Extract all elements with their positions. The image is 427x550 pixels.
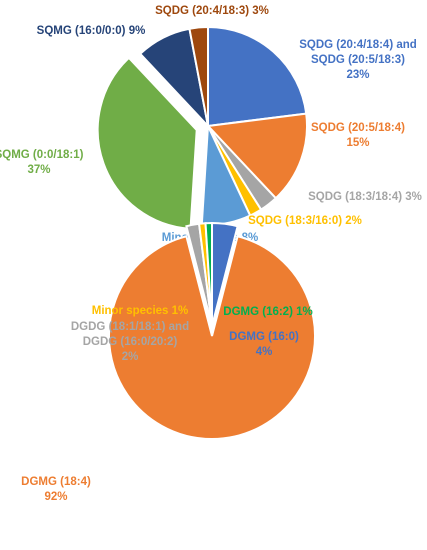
slice-label-line: Minor species 1%: [92, 305, 189, 317]
slice-label-line: DGMG (18:4): [21, 476, 91, 488]
slice-label-line: SQMG (0:0/18:1): [0, 149, 84, 161]
slice-label-sqdg-18-3-16-0-2: SQDG (18:3/16:0) 2%: [248, 215, 362, 227]
slice-label-sqdg-18-3-18-4-3: SQDG (18:3/18:4) 3%: [308, 191, 422, 203]
slice-label-line: SQDG (20:5/18:4): [311, 122, 405, 134]
slice-label-dgmg-18-4: DGMG (18:4) 92%: [21, 476, 91, 503]
pie-chart-1: SQDG (20:4/18:4) and SQDG (20:5/18:3) 23%S…: [0, 5, 422, 244]
slice-label-line: SQDG (18:3/16:0) 2%: [248, 215, 362, 227]
slice-label-line: 23%: [346, 69, 369, 81]
slice-label-line: SQMG (16:0/0:0) 9%: [37, 25, 146, 37]
slice-label-sqdg-20-5-18-4: SQDG (20:5/18:4) 15%: [311, 122, 405, 149]
pie-slice-sqmg-0-0-18-1: [96, 56, 198, 230]
slice-label-sqmg-16-0-0-0-9: SQMG (16:0/0:0) 9%: [37, 25, 146, 37]
pie-slice-dgmg-16-2-1: [204, 221, 213, 327]
slice-label-minor-species-1: Minor species 1%: [92, 305, 189, 317]
pie-slice-sqdg-20-4-18-4-and: [207, 25, 308, 128]
slice-label-line: SQDG (20:4/18:3) 3%: [155, 5, 269, 17]
slice-label-line: 37%: [27, 164, 50, 176]
slice-label-line: 2%: [122, 351, 139, 363]
slice-label-line: 92%: [44, 491, 67, 503]
slice-label-line: 4%: [256, 346, 273, 358]
slice-label-dgmg-16-2-1: DGMG (16:2) 1%: [223, 306, 312, 318]
slice-label-line: DGMG (16:0): [229, 331, 299, 343]
pie-slice-sqdg-20-5-18-4: [205, 112, 308, 200]
pie-slice-sqdg-20-4-18-3-3: [188, 25, 209, 127]
pie-slice-dgmg-18-4: [108, 235, 316, 440]
slice-label-line: 15%: [346, 137, 369, 149]
slice-label-line: DGMG (16:2) 1%: [223, 306, 312, 318]
slice-label-line: DGDG (18:1/18:1) and: [71, 321, 189, 333]
slice-label-line: SQDG (18:3/18:4) 3%: [308, 191, 422, 203]
slice-label-sqmg-0-0-18-1: SQMG (0:0/18:1) 37%: [0, 149, 84, 176]
slice-label-sqdg-20-4-18-4-and: SQDG (20:4/18:4) and SQDG (20:5/18:3) 23%: [299, 39, 417, 81]
slice-label-sqdg-20-4-18-3-3: SQDG (20:4/18:3) 3%: [155, 5, 269, 17]
slice-label-dgdg-18-1-18-1-and: DGDG (18:1/18:1) and DGDG (16:0/20:2) 2%: [71, 321, 189, 363]
slice-label-line: SQDG (20:5/18:3): [311, 54, 405, 66]
slice-label-line: DGDG (16:0/20:2): [83, 336, 178, 348]
slice-label-dgmg-16-0: DGMG (16:0) 4%: [229, 331, 299, 358]
pie-chart-2: DGMG (16:0) 4% DGMG (18:4) 92% DGDG (18:1/18…: [21, 221, 316, 503]
slice-label-line: SQDG (20:4/18:4) and: [299, 39, 417, 51]
